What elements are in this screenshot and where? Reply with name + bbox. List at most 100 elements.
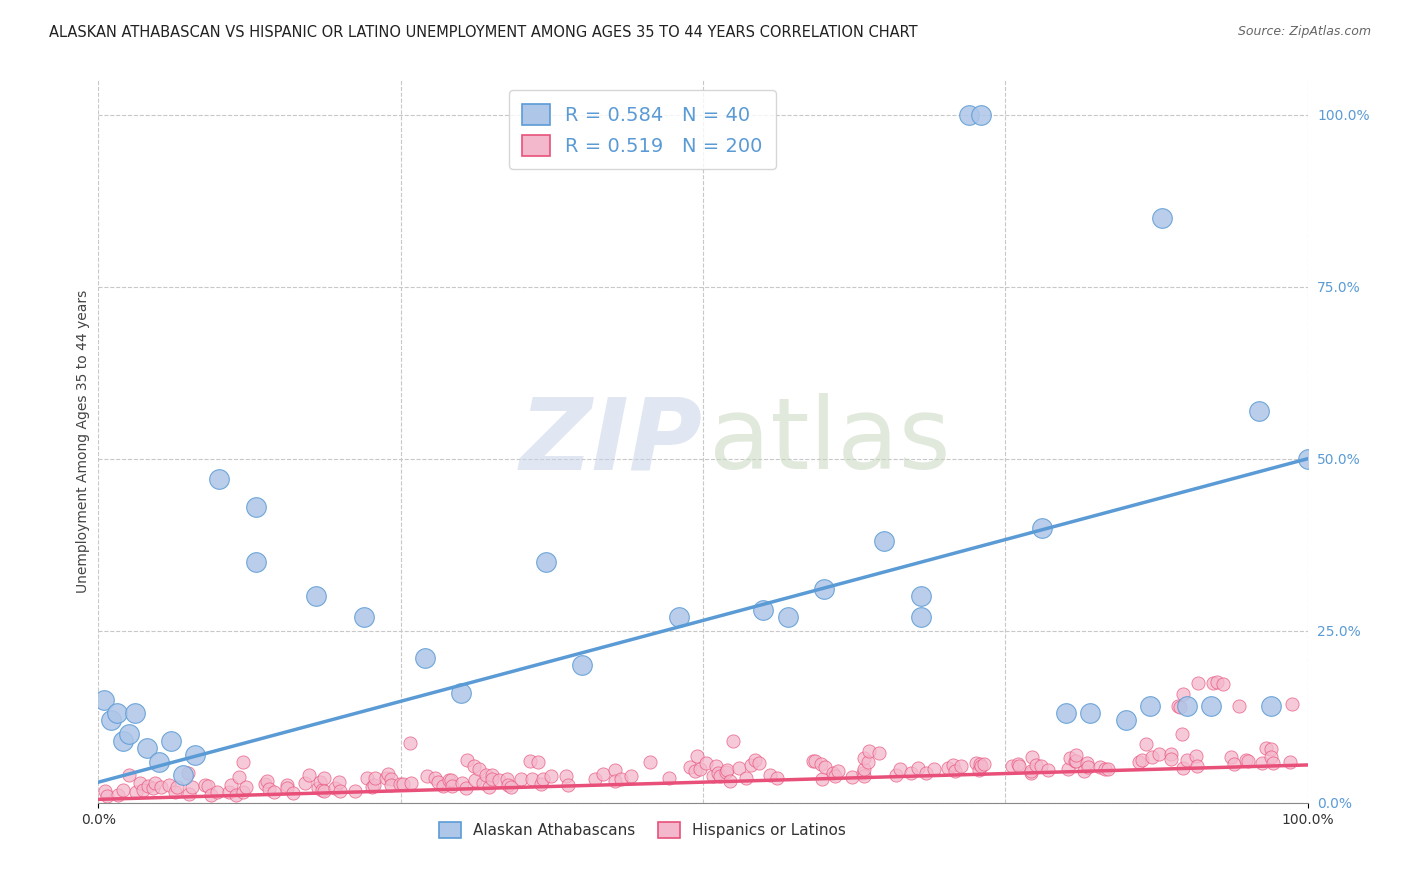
Point: [949, 759, 972, 773]
Point: [1227, 698, 1250, 713]
Point: [305, 590, 328, 604]
Point: [456, 780, 478, 795]
Point: [695, 756, 717, 771]
Point: [256, 774, 278, 789]
Point: [228, 770, 250, 784]
Point: [557, 778, 579, 792]
Point: [208, 472, 231, 486]
Point: [471, 775, 494, 789]
Point: [856, 755, 879, 769]
Point: [425, 771, 447, 785]
Point: [852, 765, 875, 780]
Point: [814, 759, 837, 773]
Point: [180, 780, 202, 795]
Point: [311, 783, 333, 797]
Point: [377, 767, 399, 781]
Point: [592, 767, 614, 781]
Point: [197, 779, 219, 793]
Point: [283, 786, 305, 800]
Point: [1234, 754, 1257, 768]
Point: [427, 774, 450, 789]
Point: [1175, 699, 1198, 714]
Point: [942, 757, 965, 772]
Point: [969, 759, 991, 773]
Point: [1076, 760, 1098, 774]
Point: [1135, 737, 1157, 751]
Point: [716, 763, 738, 777]
Point: [118, 768, 141, 782]
Point: [969, 757, 991, 772]
Point: [721, 734, 744, 748]
Point: [853, 763, 876, 777]
Point: [432, 779, 454, 793]
Point: [205, 785, 228, 799]
Point: [735, 771, 758, 785]
Point: [1220, 750, 1243, 764]
Point: [1073, 764, 1095, 778]
Point: [740, 758, 762, 772]
Point: [1173, 687, 1195, 701]
Point: [1130, 752, 1153, 766]
Point: [1064, 755, 1087, 769]
Point: [481, 768, 503, 782]
Point: [107, 788, 129, 802]
Point: [253, 777, 276, 791]
Point: [177, 787, 200, 801]
Point: [1260, 699, 1282, 714]
Text: Source: ZipAtlas.com: Source: ZipAtlas.com: [1237, 25, 1371, 38]
Point: [388, 777, 411, 791]
Text: ZIP: ZIP: [520, 393, 703, 490]
Point: [200, 788, 222, 802]
Point: [720, 773, 742, 788]
Point: [1160, 752, 1182, 766]
Point: [914, 766, 936, 780]
Point: [1296, 451, 1319, 466]
Point: [325, 780, 347, 795]
Point: [702, 769, 724, 783]
Point: [1021, 750, 1043, 764]
Point: [1128, 756, 1150, 770]
Point: [495, 772, 517, 786]
Point: [1057, 762, 1080, 776]
Point: [160, 734, 183, 748]
Point: [1175, 753, 1198, 767]
Point: [129, 776, 152, 790]
Point: [1149, 747, 1171, 761]
Point: [344, 784, 367, 798]
Point: [235, 780, 257, 795]
Point: [257, 781, 280, 796]
Point: [165, 785, 187, 799]
Point: [1019, 765, 1042, 780]
Point: [232, 785, 254, 799]
Point: [889, 762, 911, 776]
Point: [603, 763, 626, 777]
Point: [801, 754, 824, 768]
Point: [475, 768, 498, 782]
Point: [900, 765, 922, 780]
Point: [124, 706, 146, 721]
Text: atlas: atlas: [709, 393, 950, 490]
Point: [111, 734, 134, 748]
Point: [1094, 762, 1116, 776]
Point: [194, 778, 217, 792]
Point: [184, 747, 207, 762]
Point: [1263, 756, 1285, 771]
Point: [571, 658, 593, 673]
Point: [1199, 699, 1222, 714]
Point: [1031, 520, 1053, 534]
Point: [245, 555, 267, 569]
Point: [813, 582, 835, 597]
Point: [166, 780, 188, 794]
Point: [437, 772, 460, 787]
Point: [157, 779, 180, 793]
Point: [638, 755, 661, 769]
Point: [135, 740, 157, 755]
Point: [766, 772, 789, 786]
Point: [970, 108, 993, 122]
Point: [225, 789, 247, 803]
Text: ALASKAN ATHABASCAN VS HISPANIC OR LATINO UNEMPLOYMENT AMONG AGES 35 TO 44 YEARS : ALASKAN ATHABASCAN VS HISPANIC OR LATINO…: [49, 25, 918, 40]
Point: [620, 769, 643, 783]
Point: [276, 778, 298, 792]
Point: [727, 761, 749, 775]
Point: [148, 755, 170, 769]
